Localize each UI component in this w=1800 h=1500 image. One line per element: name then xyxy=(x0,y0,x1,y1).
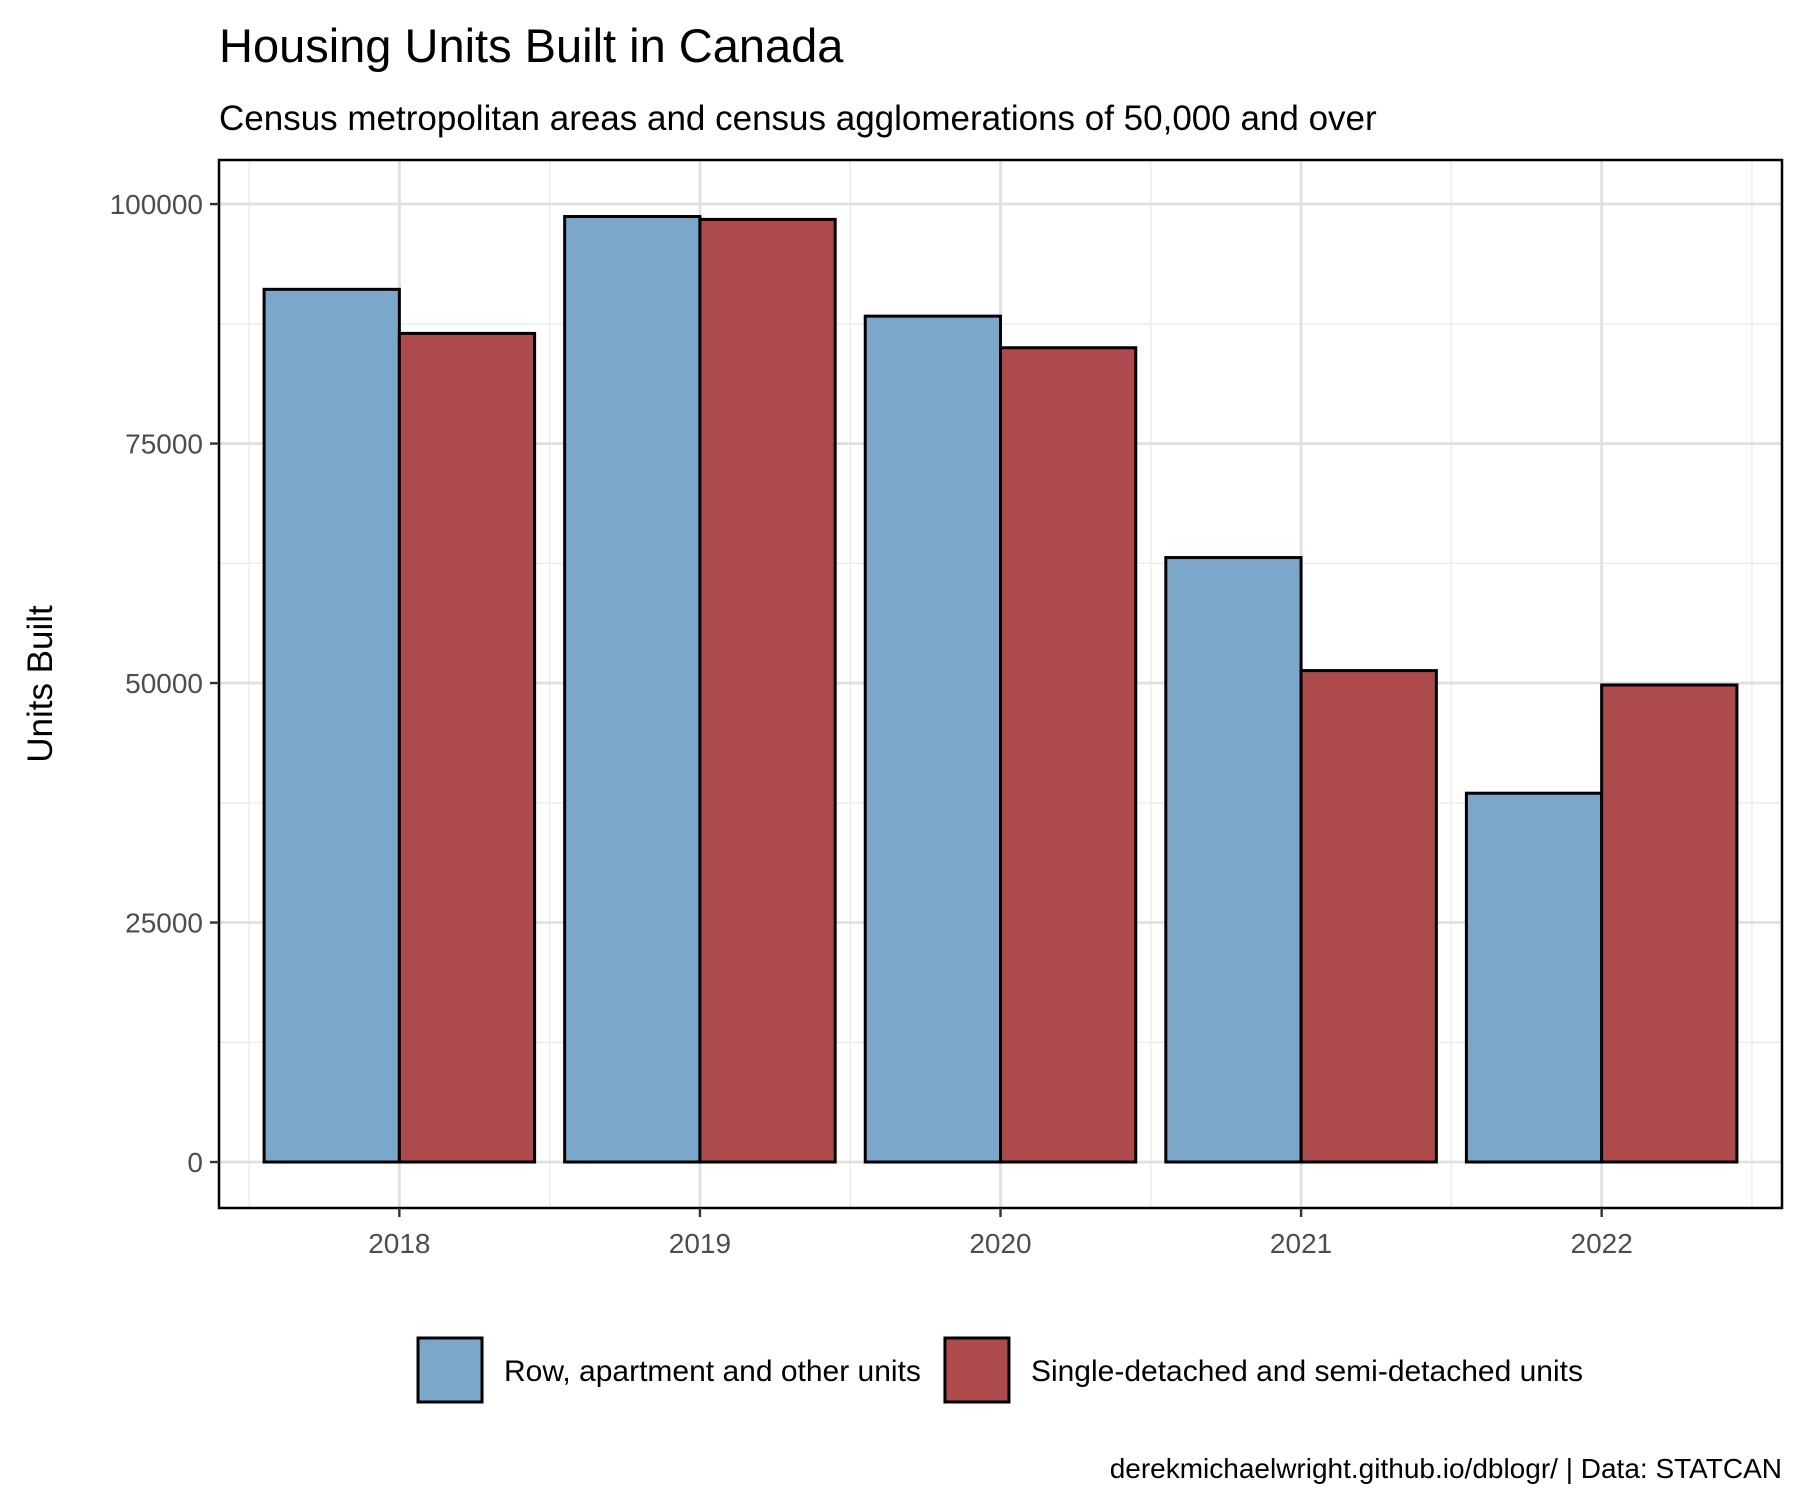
bar xyxy=(1600,683,1739,1164)
legend-label: Row, apartment and other units xyxy=(504,1355,921,1388)
chart-title: Housing Units Built in Canada xyxy=(219,19,844,72)
chart-subtitle: Census metropolitan areas and census agg… xyxy=(219,99,1377,138)
x-tick-label: 2019 xyxy=(669,1228,731,1259)
y-tick-label: 0 xyxy=(187,1147,203,1178)
legend: Row, apartment and other units Single-det… xyxy=(416,1336,1583,1404)
bar xyxy=(1299,669,1438,1164)
axes: 0 25000 50000 75000 100000 2018 2019 2020 2021 20… xyxy=(110,189,1633,1259)
bar xyxy=(1164,556,1303,1164)
bar xyxy=(1464,791,1604,1164)
legend-key xyxy=(416,1336,484,1404)
bars xyxy=(262,215,1739,1164)
caption: derekmichaelwright.github.io/dblogr/ | D… xyxy=(1110,1453,1782,1484)
x-tick-label: 2021 xyxy=(1270,1228,1332,1259)
y-axis-title: Units Built xyxy=(21,605,60,763)
bar xyxy=(698,217,837,1164)
y-tick-label: 100000 xyxy=(110,189,203,220)
bar xyxy=(863,314,1002,1164)
y-tick-label: 75000 xyxy=(125,429,203,460)
x-tick-label: 2020 xyxy=(969,1228,1031,1259)
x-tick-label: 2022 xyxy=(1571,1228,1633,1259)
y-tick-label: 50000 xyxy=(125,668,203,699)
bar xyxy=(563,215,702,1164)
bar xyxy=(262,287,401,1164)
x-tick-label: 2018 xyxy=(368,1228,430,1259)
bar xyxy=(397,331,537,1164)
bar xyxy=(999,346,1138,1164)
y-tick-label: 25000 xyxy=(125,908,203,939)
legend-key xyxy=(943,1336,1011,1404)
legend-label: Single-detached and semi-detached units xyxy=(1031,1355,1583,1388)
